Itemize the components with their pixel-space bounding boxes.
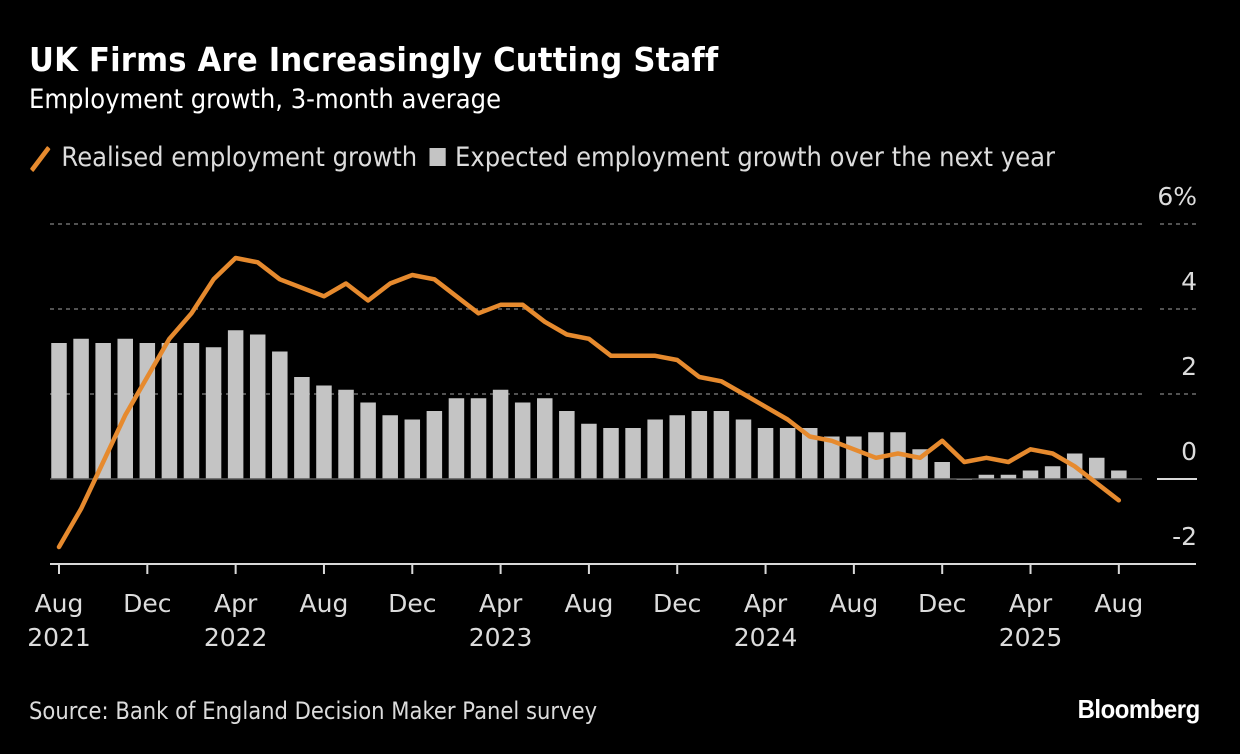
- x-tick-label-month: Apr: [214, 589, 258, 618]
- x-tick-label-month: Aug: [565, 589, 614, 618]
- y-tick-label-0: 0: [1181, 437, 1197, 466]
- x-tick-label-year: 2022: [204, 623, 268, 652]
- bar-dec-2023: [669, 415, 685, 479]
- bar-jun-2022: [272, 351, 288, 479]
- bar-feb-2023: [448, 398, 465, 479]
- bar-oct-2022: [360, 402, 376, 479]
- bar-may-2025: [1044, 466, 1061, 479]
- legend-item-realised: Realised employment growth: [29, 142, 417, 173]
- bar-jul-2025: [1089, 457, 1105, 479]
- bar-aug-2024: [846, 436, 862, 479]
- bar-apr-2025: [1022, 470, 1039, 479]
- bar-apr-2023: [492, 389, 509, 479]
- x-tick-label-year: 2023: [469, 623, 533, 652]
- bar-feb-2022: [183, 343, 200, 479]
- bar-jun-2023: [537, 398, 553, 479]
- bar-aug-2023: [581, 423, 597, 479]
- bar-nov-2021: [117, 338, 133, 479]
- bloomberg-logo: Bloomberg: [1077, 694, 1201, 724]
- x-tick-label-month: Apr: [479, 589, 523, 618]
- x-tick-label-year: 2024: [734, 623, 798, 652]
- y-axis-labels: -2 0 2 4 6%: [1157, 182, 1197, 551]
- bar-aug-2022: [316, 385, 332, 479]
- bar-sep-2023: [603, 428, 619, 479]
- bar-jun-2024: [801, 428, 818, 479]
- realised-growth-line: [56, 255, 1122, 550]
- bar-mar-2024: [735, 419, 752, 479]
- bar-may-2024: [779, 428, 796, 479]
- x-tick-label-month: Aug: [35, 589, 84, 618]
- bar-dec-2022: [404, 419, 421, 479]
- bars-expected: [51, 330, 1127, 480]
- x-tick-label-month: Apr: [1009, 589, 1053, 618]
- line-realised: [56, 255, 1122, 550]
- bar-jan-2023: [426, 411, 443, 479]
- legend-item-expected: Expected employment growth over the next…: [429, 141, 1055, 173]
- bar-apr-2022: [227, 330, 244, 479]
- bar-jan-2024: [691, 411, 708, 479]
- source-note: Source: Bank of England Decision Maker P…: [29, 697, 598, 725]
- y-tick-label-4: 4: [1181, 267, 1197, 296]
- bar-nov-2022: [382, 415, 398, 479]
- bar-may-2023: [514, 402, 531, 479]
- x-tick-label-month: Dec: [918, 589, 966, 618]
- x-tick-label-month: Dec: [123, 589, 171, 618]
- bar-nov-2023: [647, 419, 663, 479]
- bar-may-2022: [249, 334, 266, 479]
- x-tick-label-month: Aug: [829, 589, 878, 618]
- bar-dec-2024: [934, 462, 950, 479]
- x-tick-label-month: Apr: [744, 589, 788, 618]
- x-axis: Aug 2021 Dec Apr 2022 Aug Dec Apr 2023 Aug Dec Apr 2…: [27, 563, 1196, 652]
- x-tick-label-year: 2025: [999, 623, 1063, 652]
- x-tick-label-year: 2021: [27, 623, 91, 652]
- y-tick-label-6: 6%: [1157, 182, 1197, 211]
- bar-apr-2024: [757, 428, 774, 479]
- bar-jul-2023: [559, 411, 575, 479]
- legend-label-realised: Realised employment growth: [61, 141, 418, 173]
- chart-subtitle: Employment growth, 3-month average: [29, 84, 502, 115]
- x-tick-label-month: Dec: [653, 589, 701, 618]
- bar-dec-2021: [139, 343, 156, 479]
- bar-sep-2021: [73, 338, 89, 479]
- x-tick-label-month: Dec: [388, 589, 436, 618]
- gray-bar-swatch-icon: [429, 148, 446, 166]
- bar-oct-2023: [625, 428, 641, 479]
- bar-mar-2022: [205, 347, 222, 479]
- bar-aug-2021: [51, 343, 67, 479]
- y-tick-label--2: -2: [1172, 522, 1197, 551]
- gridlines: [50, 223, 1196, 395]
- bar-mar-2025: [1000, 474, 1017, 479]
- bar-oct-2021: [95, 343, 111, 479]
- bar-feb-2025: [978, 474, 995, 479]
- bar-jul-2024: [824, 436, 840, 479]
- bar-sep-2022: [338, 389, 354, 479]
- chart-title: UK Firms Are Increasingly Cutting Staff: [29, 40, 719, 79]
- y-tick-label-2: 2: [1181, 352, 1197, 381]
- legend: Realised employment growth Expected empl…: [29, 139, 1068, 175]
- bar-aug-2025: [1111, 470, 1127, 479]
- bar-mar-2023: [470, 398, 487, 479]
- legend-label-expected: Expected employment growth over the next…: [454, 141, 1055, 173]
- x-tick-label-month: Aug: [300, 589, 349, 618]
- bar-jul-2022: [294, 377, 310, 479]
- bar-jan-2022: [161, 343, 178, 479]
- x-tick-label-month: Aug: [1094, 589, 1143, 618]
- bar-feb-2024: [713, 411, 730, 479]
